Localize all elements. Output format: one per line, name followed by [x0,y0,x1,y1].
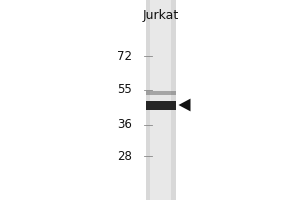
Bar [146,0,176,200]
Text: 72: 72 [117,49,132,62]
Text: 28: 28 [117,150,132,162]
Text: Jurkat: Jurkat [142,9,178,22]
Bar [150,0,171,200]
Polygon shape [178,99,190,111]
Bar [146,101,176,110]
Text: 55: 55 [117,83,132,96]
Text: 36: 36 [117,118,132,132]
Bar [146,91,176,95]
